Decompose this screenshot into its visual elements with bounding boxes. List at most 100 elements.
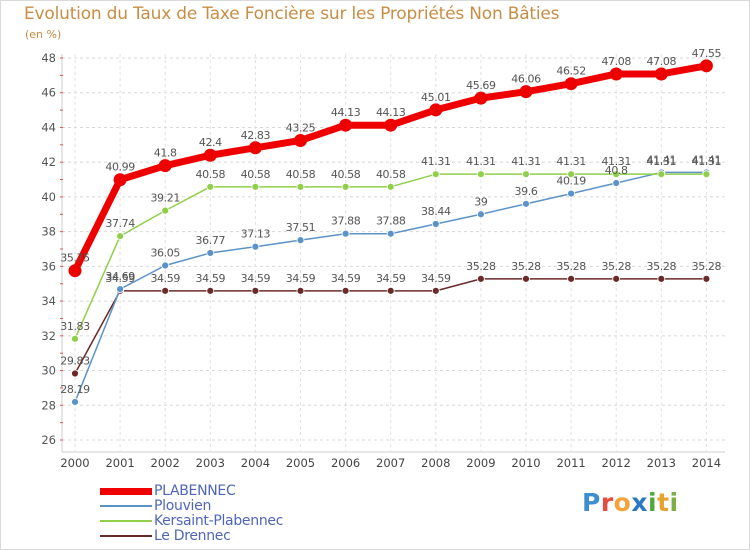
data-point [206,182,215,191]
data-point [386,229,395,238]
data-label: 47.08 [647,55,677,68]
x-tick-label: 2014 [692,456,721,470]
data-point [294,133,307,147]
logo-letter: i [648,488,658,517]
data-point [116,285,124,294]
data-label: 39.6 [515,185,538,198]
legend: PLABENNEC Plouvien Kersaint-Plabennec Le Dr… [100,483,360,544]
y-tick-label: 44 [41,120,56,134]
data-label: 46.52 [556,65,586,78]
data-point [161,261,170,270]
data-label: 40.58 [241,168,271,181]
data-label: 34.59 [105,272,135,285]
data-label: 37.88 [376,215,406,228]
data-label: 29.83 [60,354,90,367]
data-label: 34.59 [376,272,406,285]
data-label: 36.77 [196,234,226,247]
data-point [476,210,485,219]
legend-item: Kersaint-Plabennec [100,513,360,529]
legend-swatch [100,487,152,495]
data-label: 40.58 [376,168,406,181]
y-tick-label: 30 [41,364,56,378]
data-point [251,286,260,295]
data-label: 35.28 [556,260,586,273]
y-tick-label: 38 [41,225,56,239]
legend-item: Plouvien [100,498,360,514]
logo-letter: t [657,488,670,517]
legend-swatch [100,520,152,522]
data-point [68,264,82,278]
data-point [476,274,485,283]
data-label: 40.58 [196,168,226,181]
data-label: 37.51 [286,221,316,234]
data-point [519,85,533,99]
data-label: 36.05 [150,246,180,259]
data-point [248,141,262,155]
x-tick-label: 2004 [241,456,270,470]
data-point [71,398,79,406]
data-label: 40.8 [605,164,628,177]
data-label: 42.83 [241,129,271,142]
data-point [522,199,530,208]
data-label: 41.31 [556,155,586,168]
data-point [384,118,398,132]
legend-swatch [100,535,152,537]
data-point [567,274,575,283]
x-tick-label: 2005 [286,456,315,470]
data-label: 41.31 [421,155,451,168]
legend-label: PLABENNEC [154,483,236,499]
data-point [612,274,621,283]
data-label: 34.69 [105,270,135,283]
x-tick-label: 2009 [466,456,495,470]
x-tick-label: 2012 [602,456,631,470]
x-tick-label: 2013 [647,456,676,470]
data-point [702,274,711,283]
data-label: 37.13 [241,228,271,241]
legend-swatch [100,505,152,507]
x-tick-label: 2001 [105,456,134,470]
data-label: 34.59 [241,272,271,285]
data-point [339,118,353,132]
data-point [161,206,170,215]
data-point [113,173,127,187]
data-point [341,229,350,238]
data-point [251,242,260,251]
x-tick-label: 2007 [376,456,405,470]
x-tick-label: 2002 [151,456,180,470]
x-tick-label: 2011 [556,456,585,470]
data-label: 42.4 [199,136,222,149]
data-label: 41.41 [692,153,722,166]
y-tick-label: 48 [41,51,56,65]
data-label: 47.55 [692,47,722,60]
data-label: 47.08 [601,55,631,68]
legend-label: Plouvien [154,498,212,514]
data-label: 41.31 [466,155,496,168]
data-point [431,220,440,228]
data-label: 34.59 [421,272,451,285]
data-label: 38.44 [421,205,451,218]
data-label: 28.19 [60,383,90,396]
data-point [699,59,713,73]
data-point [203,148,217,162]
data-point [567,189,575,198]
y-tick-label: 32 [41,329,56,343]
data-point [296,182,305,191]
data-point [206,286,215,295]
data-point [206,249,215,257]
data-point [341,286,350,295]
data-point [386,286,395,295]
data-label: 34.59 [150,272,180,285]
data-point [476,170,485,179]
data-label: 41.31 [692,155,722,168]
y-tick-label: 36 [41,259,56,273]
data-label: 40.99 [105,161,135,174]
data-point [657,170,666,179]
y-tick-label: 28 [41,398,56,412]
x-tick-label: 2006 [331,456,360,470]
data-point [431,286,440,295]
data-label: 35.28 [692,260,722,273]
data-label: 34.59 [286,272,316,285]
legend-item: Le Drennec [100,528,360,544]
data-point [657,274,666,283]
